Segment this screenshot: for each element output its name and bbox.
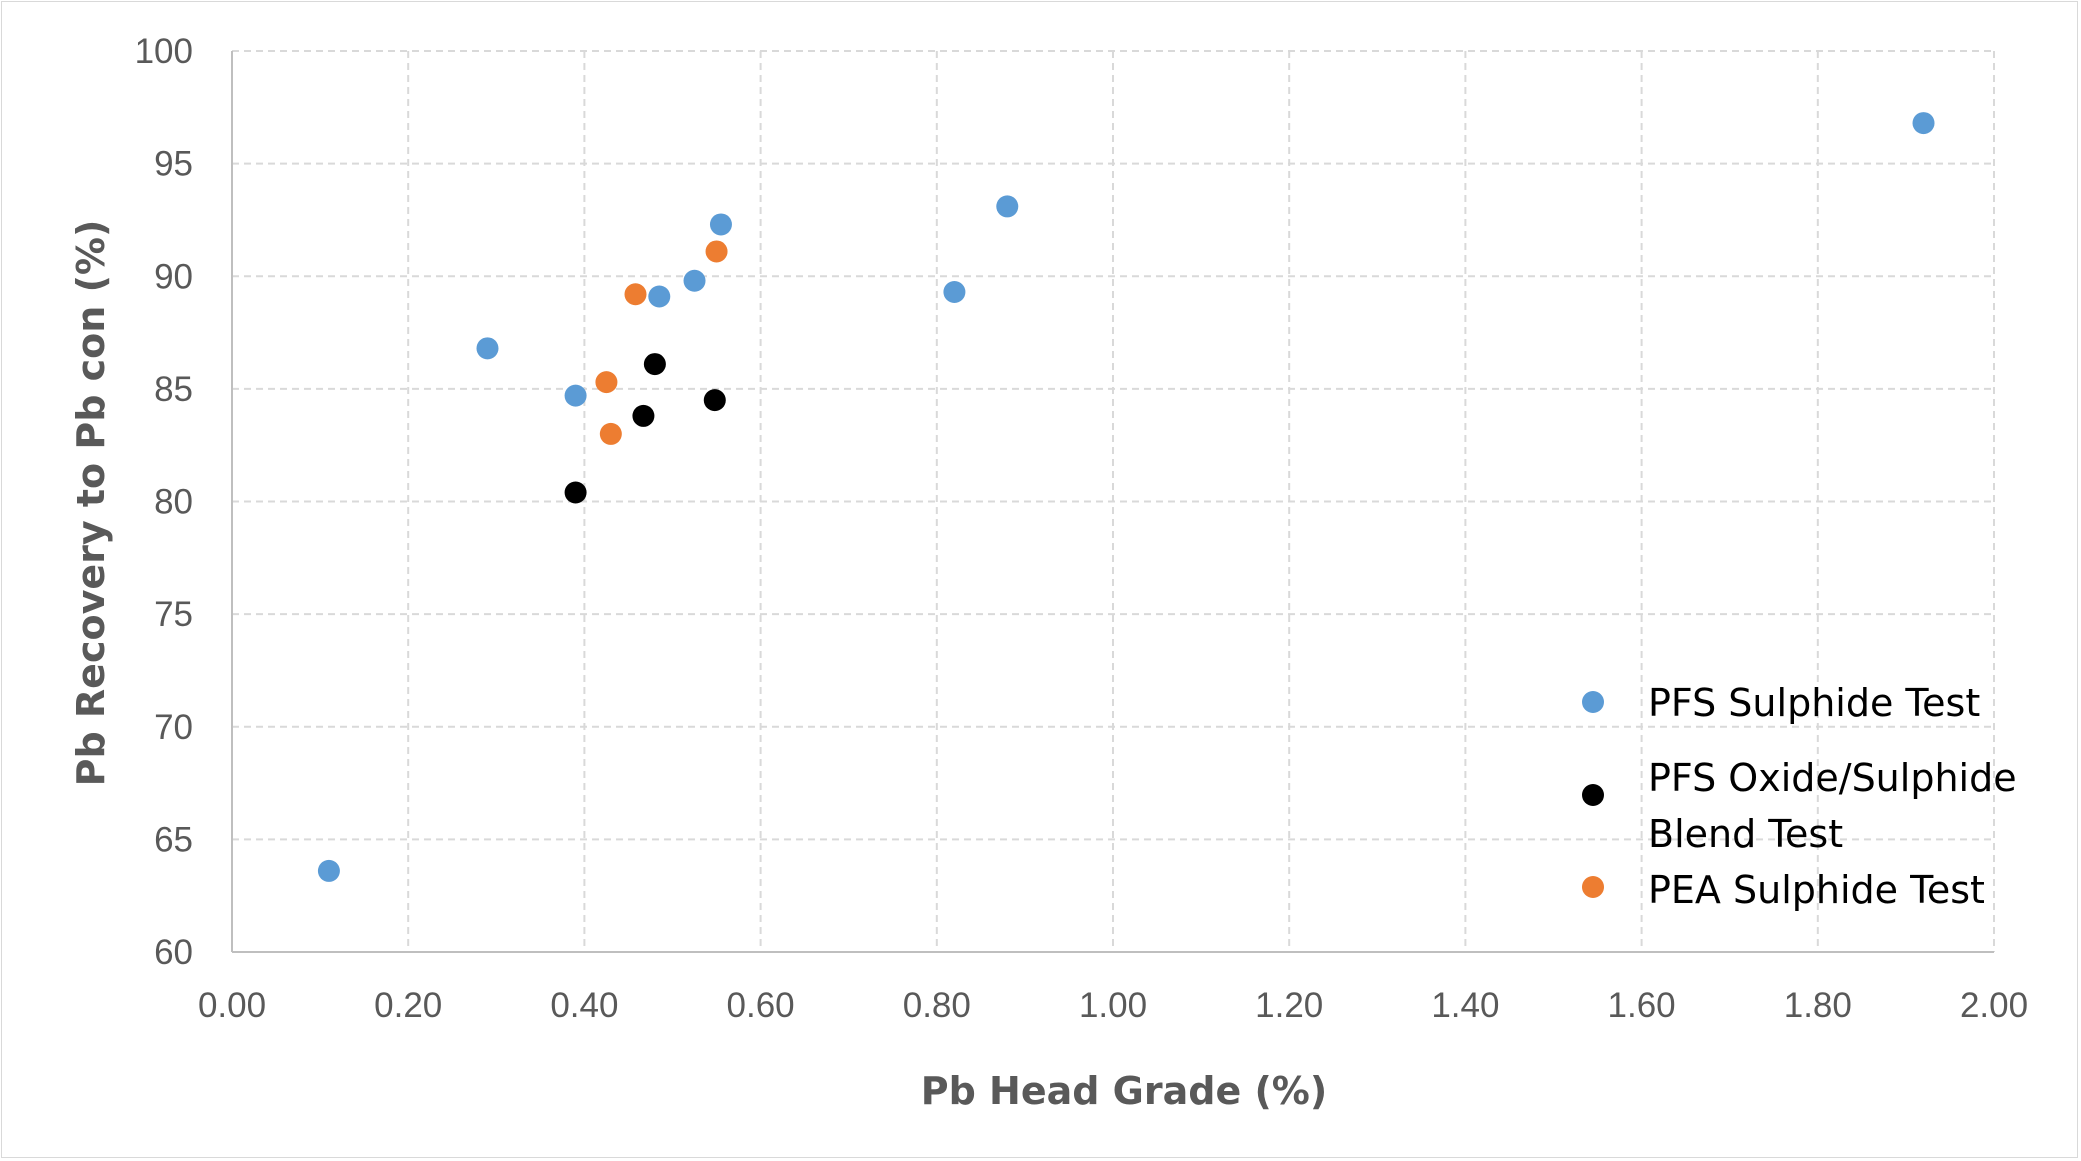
series-1-point [683, 269, 706, 292]
y-tick-label: 70 [154, 708, 193, 747]
x-tick-label: 1.20 [1255, 986, 1323, 1025]
legend-marker-1 [1582, 691, 1604, 713]
series-3-point [595, 371, 618, 394]
x-tick-label: 0.20 [374, 986, 442, 1025]
x-axis-title: Pb Head Grade (%) [921, 1069, 1328, 1113]
series-3-point [705, 240, 728, 263]
series-1-point [476, 337, 499, 360]
series-1-point [996, 195, 1019, 218]
y-tick-label: 95 [154, 145, 193, 184]
legend-marker-2 [1582, 784, 1604, 806]
y-tick-label: 90 [154, 257, 193, 296]
legend-marker-3 [1582, 876, 1604, 898]
y-tick-label: 80 [154, 483, 193, 522]
y-tick-label: 100 [135, 32, 193, 71]
x-tick-label: 1.00 [1079, 986, 1147, 1025]
legend-label-3: PEA Sulphide Test [1648, 868, 1985, 912]
x-tick-label: 2.00 [1960, 986, 2028, 1025]
series-1-point [943, 281, 966, 304]
x-tick-label: 1.80 [1784, 986, 1852, 1025]
series-2-point [564, 481, 587, 504]
x-tick-label: 0.00 [198, 986, 266, 1025]
y-tick-label: 60 [154, 933, 193, 972]
series-1-point [317, 859, 340, 882]
y-axis-title: Pb Recovery to Pb con (%) [69, 220, 113, 787]
x-tick-label: 0.60 [727, 986, 795, 1025]
series-2-point [632, 404, 655, 427]
y-tick-labels: 60 65 70 75 80 85 90 95 100 [135, 32, 193, 972]
series-1-point [709, 213, 732, 236]
series-2-point [703, 389, 726, 412]
gridlines [232, 50, 1995, 952]
x-tick-label: 1.60 [1608, 986, 1676, 1025]
x-tick-label: 0.40 [550, 986, 618, 1025]
series-1-point [564, 384, 587, 407]
series-3-point [624, 283, 647, 306]
series-3-point [599, 422, 622, 445]
x-tick-label: 0.80 [903, 986, 971, 1025]
series-1-point [648, 285, 671, 308]
axes [231, 51, 1994, 953]
legend: PFS Sulphide Test PFS Oxide/Sulphide Blend… [1582, 681, 2017, 912]
y-tick-label: 85 [154, 370, 193, 409]
x-tick-labels: 0.00 0.20 0.40 0.60 0.80 1.00 1.20 1.40 1.60 1.80… [198, 986, 2028, 1025]
data-points [317, 112, 1935, 882]
legend-label-1: PFS Sulphide Test [1648, 681, 1980, 725]
y-tick-label: 75 [154, 595, 193, 634]
y-tick-label: 65 [154, 820, 193, 859]
x-tick-label: 1.40 [1431, 986, 1499, 1025]
series-2-point [643, 353, 666, 376]
series-1-point [1912, 112, 1935, 135]
legend-label-2: PFS Oxide/Sulphide Blend Test [1648, 756, 2017, 856]
